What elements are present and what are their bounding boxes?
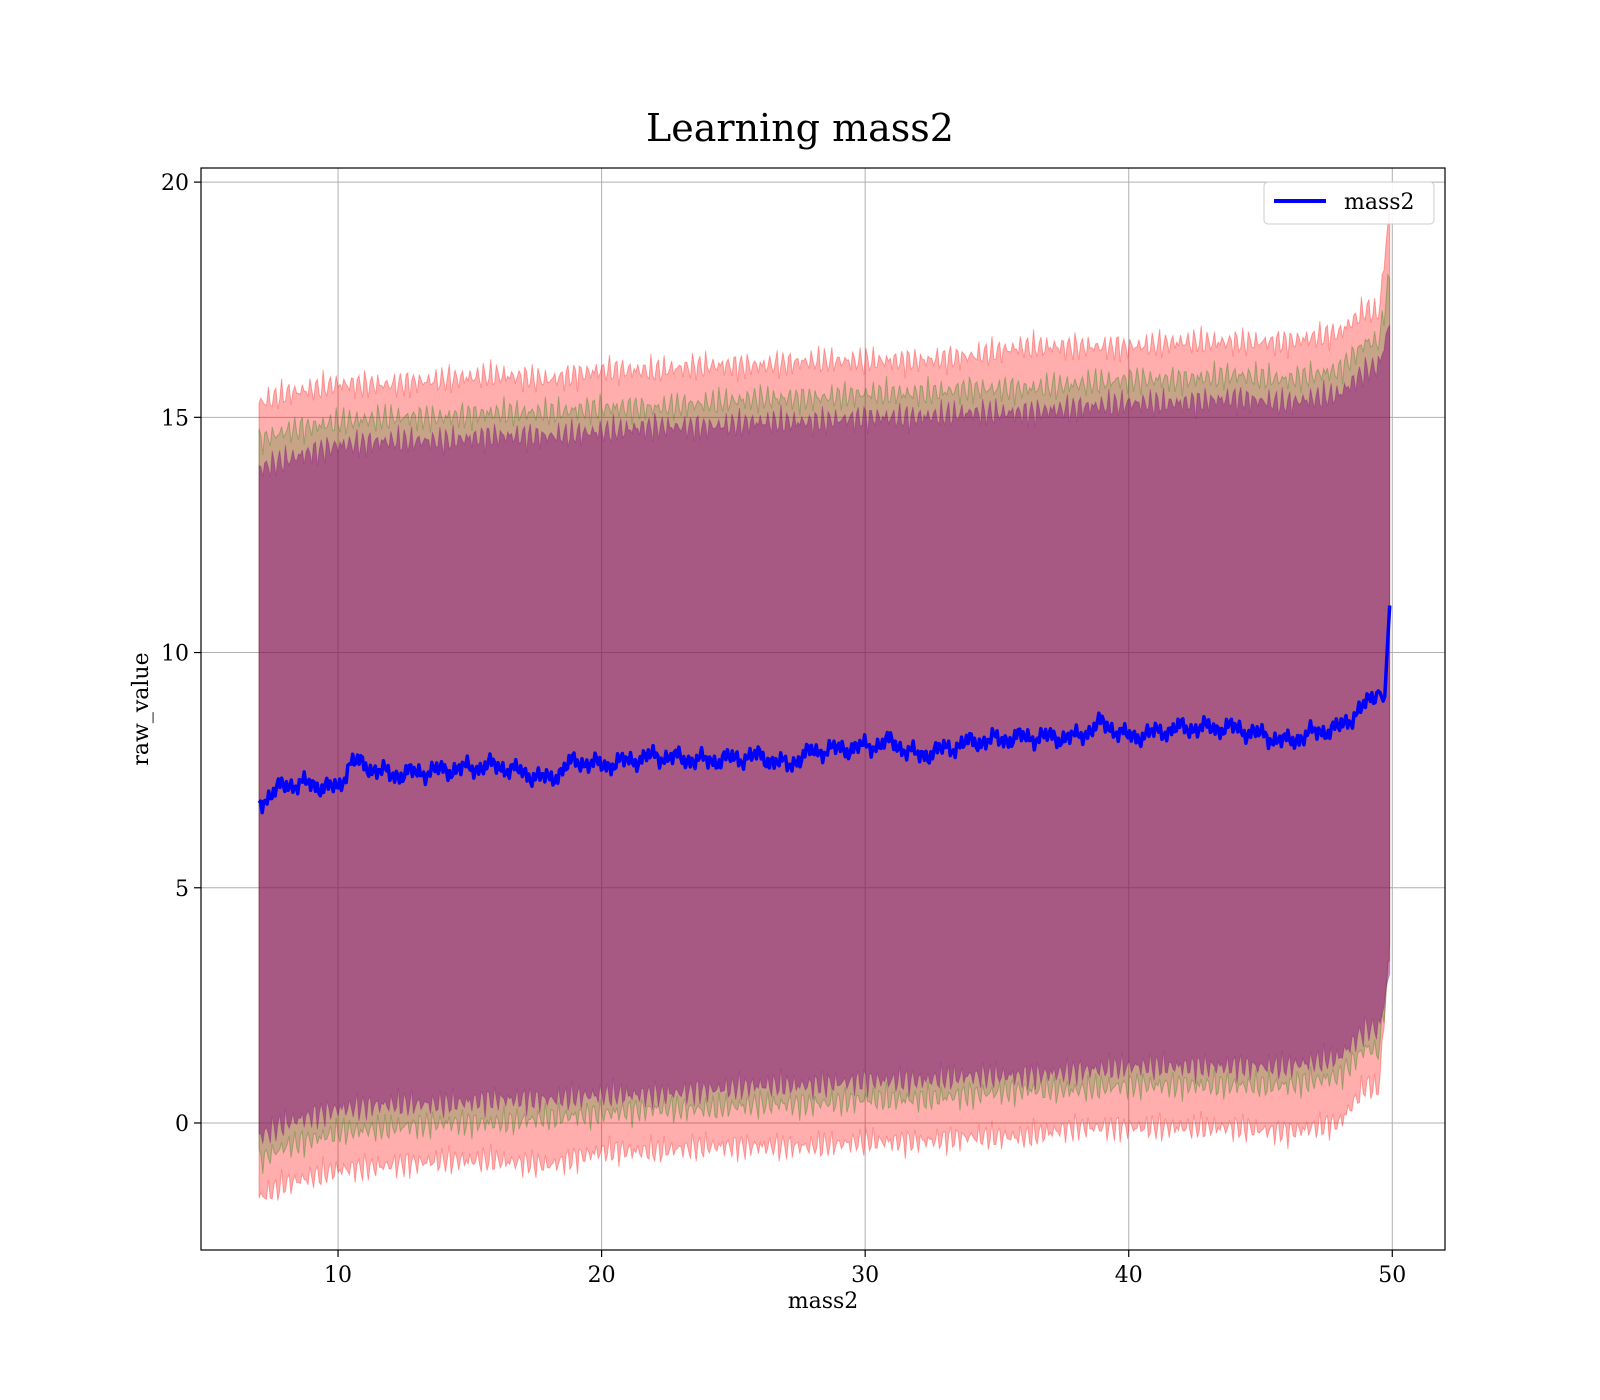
y-tick-label: 15 (161, 406, 189, 431)
x-axis-label: mass2 (788, 1289, 859, 1314)
x-tick-label: 20 (588, 1263, 616, 1288)
legend: mass2 (1263, 181, 1435, 225)
plot-frame (200, 167, 1446, 1251)
legend-label-mass2: mass2 (1344, 190, 1415, 215)
x-tick-label: 10 (324, 1263, 352, 1288)
series-lines (257, 605, 1392, 815)
uncertainty-bands (258, 202, 1391, 1201)
grid-lines (201, 168, 1445, 1250)
legend-box (1263, 181, 1435, 225)
chart-title: Learning mass2 (646, 106, 954, 150)
series-line-mass2 (257, 605, 1392, 815)
y-tick-label: 0 (175, 1112, 189, 1137)
band-2 (258, 324, 1391, 1144)
y-tick-label: 20 (161, 171, 189, 196)
x-tick-label: 30 (851, 1263, 879, 1288)
plot-area (201, 168, 1445, 1250)
y-tick-label: 5 (175, 877, 189, 902)
band-1 (258, 272, 1391, 1175)
x-tick-label: 40 (1115, 1263, 1143, 1288)
y-tick-label: 10 (161, 642, 189, 667)
y-axis-label: raw_value (129, 652, 154, 765)
band-0 (258, 202, 1391, 1201)
x-tick-label: 50 (1378, 1263, 1406, 1288)
axis-ticks: 10 20 30 40 50 0 5 10 15 20 (161, 171, 1406, 1288)
